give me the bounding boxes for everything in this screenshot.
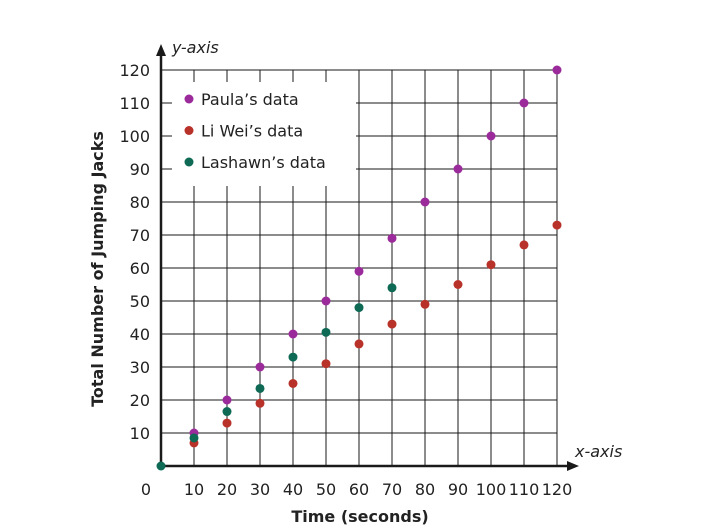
y-tick-label: 30: [130, 358, 150, 377]
legend-marker: [184, 126, 194, 135]
x-tick-label: 80: [415, 480, 435, 499]
y-tick-label: 70: [130, 226, 150, 245]
legend: Paula’s data Li Wei’s data Lashawn’s data: [172, 82, 356, 186]
y-tick-label: 50: [130, 292, 150, 311]
legend-box: [172, 82, 356, 186]
data-point-li-wei: [288, 379, 298, 388]
data-point-li-wei: [453, 280, 463, 289]
x-tick-label: 0: [141, 480, 151, 499]
x-tick-label: 60: [349, 480, 369, 499]
data-point-li-wei: [222, 418, 232, 428]
origin-point: [156, 461, 166, 471]
data-point-paula: [354, 266, 364, 276]
x-tick-label: 10: [184, 480, 204, 499]
data-point-lashawn: [387, 283, 397, 293]
data-point-paula: [420, 197, 430, 207]
y-tick-label: 100: [119, 127, 150, 146]
data-point-lashawn: [255, 383, 265, 393]
y-tick-label: 20: [130, 391, 150, 410]
data-point-li-wei: [255, 398, 265, 408]
y-tick-label: 60: [130, 259, 150, 278]
tick-labels: 0 10 20 30 40 50 60 70 80 90 100 110 120102030405060…: [119, 61, 572, 499]
legend-label: Li Wei’s data: [201, 122, 303, 141]
data-point-li-wei: [552, 220, 562, 230]
data-point-lashawn: [189, 433, 199, 443]
legend-label: Paula’s data: [201, 90, 299, 109]
data-point-li-wei: [486, 260, 496, 270]
data-point-paula: [222, 395, 232, 405]
x-tick-label: 70: [382, 480, 402, 499]
data-point-lashawn: [222, 407, 232, 417]
axes: [156, 44, 579, 471]
x-tick-label: 20: [217, 480, 237, 499]
data-point-paula: [552, 65, 562, 75]
data-point-paula: [387, 233, 397, 243]
data-point-paula: [519, 98, 529, 108]
x-axis-title: Time (seconds): [291, 507, 428, 526]
x-axis-name: x-axis: [574, 442, 622, 461]
data-point-li-wei: [321, 359, 331, 369]
y-tick-label: 80: [130, 193, 150, 212]
y-tick-label: 110: [119, 94, 150, 113]
legend-label: Lashawn’s data: [201, 153, 326, 172]
data-point-li-wei: [387, 319, 397, 329]
data-point-paula: [453, 164, 463, 174]
x-axis-arrow: [567, 461, 579, 471]
legend-marker: [184, 157, 194, 167]
x-tick-label: 120: [542, 480, 573, 499]
data-point-lashawn: [321, 327, 331, 337]
y-axis-title: Total Number of Jumping Jacks: [88, 131, 107, 407]
x-tick-label: 40: [283, 480, 303, 499]
y-tick-label: 40: [130, 325, 150, 344]
y-axis-arrow: [156, 44, 166, 56]
x-tick-label: 100: [476, 480, 507, 499]
data-point-li-wei: [519, 240, 529, 250]
y-tick-label: 90: [130, 160, 150, 179]
data-point-li-wei: [354, 339, 364, 349]
x-tick-label: 110: [509, 480, 540, 499]
data-points: [156, 65, 562, 471]
data-point-paula: [288, 329, 298, 339]
data-point-paula: [486, 131, 496, 141]
x-tick-label: 30: [250, 480, 270, 499]
data-point-li-wei: [420, 299, 430, 309]
legend-marker: [184, 94, 194, 104]
x-tick-label: 90: [448, 480, 468, 499]
y-tick-label: 10: [130, 424, 150, 443]
x-tick-label: 50: [316, 480, 336, 499]
data-point-paula: [255, 362, 265, 372]
data-point-lashawn: [354, 303, 364, 313]
data-point-paula: [321, 296, 331, 306]
y-tick-label: 120: [119, 61, 150, 80]
y-axis-name: y-axis: [171, 38, 219, 57]
data-point-lashawn: [288, 352, 298, 362]
